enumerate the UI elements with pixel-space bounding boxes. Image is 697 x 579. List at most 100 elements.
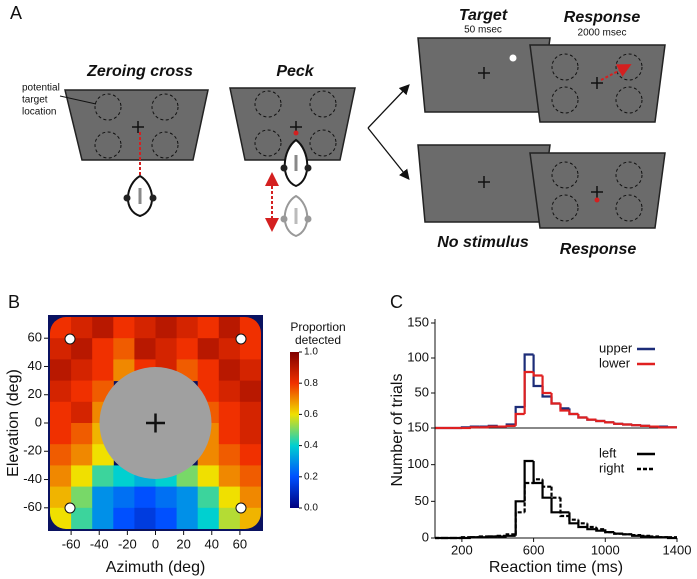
histogram-step bbox=[559, 403, 570, 410]
heat-cell bbox=[218, 465, 241, 488]
histogram-step bbox=[496, 534, 507, 537]
histogram-step bbox=[523, 353, 534, 407]
histogram-step bbox=[568, 512, 579, 525]
legend-label: right bbox=[599, 460, 625, 475]
histogram-step bbox=[487, 425, 498, 428]
response-title: Response bbox=[560, 241, 637, 258]
heat-cell bbox=[218, 423, 241, 445]
histogram-step bbox=[505, 533, 516, 536]
heat-cell bbox=[239, 401, 261, 424]
x-tick-label: 600 bbox=[523, 542, 545, 557]
heat-cell bbox=[50, 317, 72, 339]
heat-cell bbox=[218, 444, 241, 466]
heat-cell bbox=[239, 317, 261, 339]
heat-cell bbox=[197, 338, 220, 360]
heat-cell bbox=[218, 359, 241, 382]
colorbar-tick-label: 0.0 bbox=[304, 503, 318, 514]
heat-cell bbox=[155, 317, 178, 339]
heat-cell bbox=[197, 317, 220, 339]
legend-label: left bbox=[599, 445, 617, 460]
colorbar-title: detected bbox=[295, 333, 341, 347]
heat-cell bbox=[113, 338, 135, 360]
y-axis-label: Elevation (deg) bbox=[5, 369, 22, 477]
histogram-step bbox=[631, 424, 642, 427]
zeroing-title: Zeroing cross bbox=[86, 63, 193, 80]
histogram-step bbox=[541, 483, 552, 499]
heat-cell bbox=[134, 507, 156, 529]
x-tick-label: 1400 bbox=[663, 542, 692, 557]
heat-cell bbox=[218, 401, 241, 424]
arrow bbox=[367, 127, 410, 181]
heat-cell bbox=[92, 317, 114, 339]
y-tick-label: 60 bbox=[28, 330, 42, 345]
x-tick-label: 60 bbox=[233, 536, 247, 551]
heat-cell bbox=[155, 507, 178, 529]
y-tick-label: 150 bbox=[407, 314, 429, 329]
target-title: Target bbox=[459, 7, 508, 24]
peck-screen bbox=[229, 87, 356, 238]
y-tick-label: 20 bbox=[28, 386, 42, 401]
heat-cell bbox=[218, 338, 241, 360]
heat-cell bbox=[239, 380, 261, 403]
heat-cell bbox=[71, 423, 93, 445]
heat-cell bbox=[71, 444, 93, 466]
heat-cell bbox=[218, 486, 241, 509]
histogram-step bbox=[541, 375, 552, 395]
histogram-step bbox=[631, 533, 642, 537]
histogram-step bbox=[559, 497, 570, 518]
histogram-step bbox=[604, 529, 615, 534]
histogram-step bbox=[514, 500, 525, 536]
heat-cell bbox=[71, 338, 93, 360]
heat-cell bbox=[71, 359, 93, 382]
heat-cell bbox=[155, 486, 178, 509]
histogram-step bbox=[541, 479, 552, 488]
heat-cell bbox=[50, 380, 72, 403]
colorbar-tick-label: 0.6 bbox=[304, 409, 318, 420]
histogram-step bbox=[586, 417, 597, 421]
histogram-step bbox=[622, 533, 633, 536]
y-tick-label: 0 bbox=[422, 529, 429, 544]
histogram-step bbox=[550, 486, 561, 499]
histogram-step bbox=[577, 523, 588, 529]
heat-cell bbox=[50, 486, 72, 509]
histogram-step bbox=[505, 424, 516, 427]
heat-cell bbox=[218, 380, 241, 403]
histogram-step bbox=[523, 481, 534, 513]
histogram-step bbox=[460, 536, 471, 539]
target-time: 50 msec bbox=[464, 25, 502, 36]
heat-cell bbox=[134, 338, 156, 360]
colorbar-tick-label: 0.4 bbox=[304, 440, 318, 451]
histogram-step bbox=[640, 534, 651, 537]
histogram-step bbox=[514, 412, 525, 426]
colorbar-tick-label: 1.0 bbox=[304, 347, 318, 358]
colorbar bbox=[290, 352, 299, 508]
y-tick-label: 40 bbox=[28, 358, 42, 373]
x-tick-label: 200 bbox=[451, 542, 473, 557]
heat-cell bbox=[239, 465, 261, 488]
heat-cell bbox=[50, 507, 72, 529]
y-tick-label: -40 bbox=[23, 471, 42, 486]
heat-cell bbox=[113, 317, 135, 339]
heat-cell bbox=[239, 444, 261, 466]
heat-cell bbox=[197, 486, 220, 509]
heat-cell bbox=[50, 444, 72, 466]
histogram-step bbox=[577, 519, 588, 525]
x-tick-label: 40 bbox=[205, 536, 219, 551]
x-tick-label: -40 bbox=[90, 536, 109, 551]
colorbar-tick-label: 0.2 bbox=[304, 471, 318, 482]
heat-cell bbox=[176, 507, 199, 529]
histogram-step bbox=[613, 532, 624, 535]
histogram-step bbox=[532, 478, 543, 483]
y-tick-label: 50 bbox=[415, 384, 429, 399]
histogram-step bbox=[586, 523, 597, 529]
arrow bbox=[367, 84, 410, 129]
x-axis-label: Reaction time (ms) bbox=[489, 559, 623, 576]
heat-cell bbox=[71, 507, 93, 529]
note-line: location bbox=[22, 107, 56, 118]
heat-cell bbox=[134, 317, 156, 339]
histogram-step bbox=[505, 534, 516, 537]
heat-cell bbox=[92, 338, 114, 360]
histogram-step bbox=[577, 414, 588, 419]
heat-cell bbox=[50, 338, 72, 360]
heat-cell bbox=[92, 507, 114, 529]
